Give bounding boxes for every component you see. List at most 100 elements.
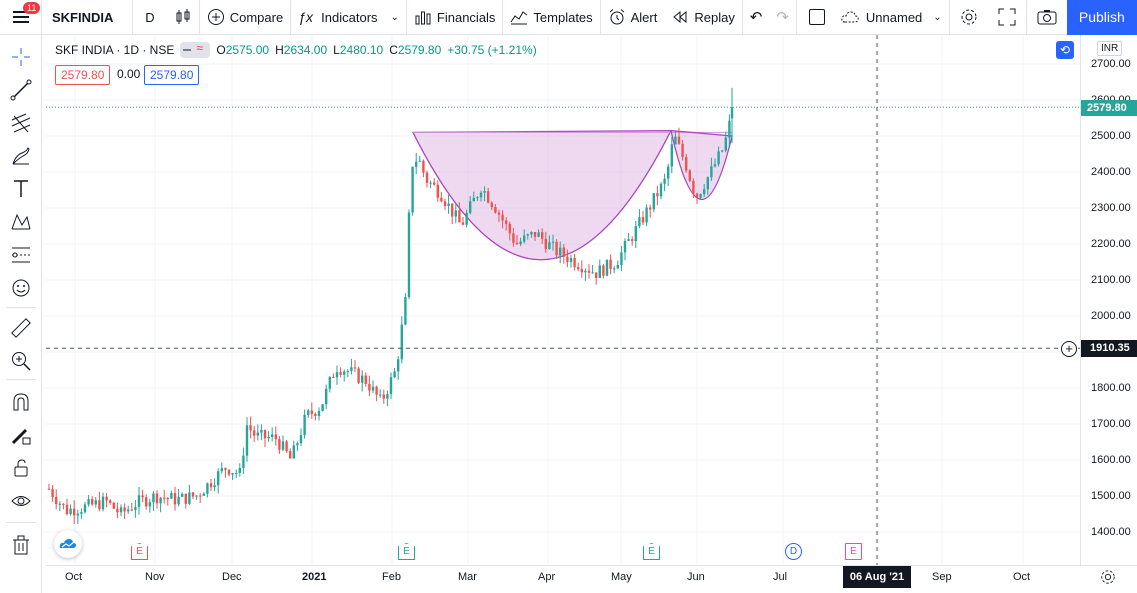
event-marker[interactable]: E	[643, 543, 660, 560]
compare-button[interactable]: Compare	[200, 0, 290, 35]
candle-body	[181, 493, 184, 497]
time-label: Nov	[145, 571, 165, 583]
financials-button[interactable]: Financials	[407, 0, 503, 35]
add-plus-button[interactable]: +	[1061, 341, 1077, 357]
event-marker[interactable]: D	[785, 543, 802, 560]
candle-body	[418, 160, 421, 162]
lock-icon[interactable]	[10, 457, 32, 479]
candle-body	[551, 241, 555, 243]
time-label: Oct	[65, 571, 83, 583]
pattern-tool-icon[interactable]	[10, 211, 32, 233]
text-tool-icon[interactable]	[10, 178, 32, 200]
currency-label[interactable]: INR	[1097, 41, 1123, 56]
publish-button[interactable]: Publish	[1066, 0, 1137, 35]
trend-line-icon[interactable]	[10, 79, 32, 101]
time-axis[interactable]: Oct Nov Dec 2021 Feb Mar Apr May Jun Jul Sep Oct 06…	[46, 565, 1137, 593]
prediction-tool-icon[interactable]	[10, 244, 32, 266]
candle-body	[706, 177, 709, 190]
redo-button[interactable]: ↷	[769, 0, 796, 35]
candle-body	[73, 508, 76, 516]
candlestick-chart[interactable]	[46, 35, 1080, 565]
candle-body	[541, 232, 544, 239]
candle-body	[613, 268, 616, 270]
candle-body	[508, 223, 511, 234]
candle-body	[512, 233, 515, 243]
event-marker[interactable]: E	[131, 543, 148, 560]
plus-circle-icon	[207, 9, 224, 25]
candle-body	[730, 107, 734, 119]
price-scale[interactable]: INR 2700.002600.002500.002400.002300.002…	[1080, 35, 1137, 565]
open-value: O2575.00	[216, 43, 270, 57]
snapshot-button[interactable]	[1027, 0, 1067, 35]
candle-body	[87, 499, 90, 505]
templates-button[interactable]: Templates	[503, 0, 599, 35]
candle-body	[83, 504, 87, 513]
lock-drawing-pencil-icon[interactable]	[10, 424, 32, 446]
buy-price-box[interactable]: 2579.80	[144, 65, 200, 85]
event-marker[interactable]: E	[845, 543, 862, 560]
candle-body	[130, 509, 133, 511]
candle-body	[555, 241, 558, 256]
legend-toggle[interactable]: ≈	[180, 41, 211, 58]
interval-button[interactable]: D	[145, 9, 155, 25]
notification-badge: 11	[23, 1, 41, 14]
candle-body	[69, 508, 72, 515]
candle-body	[685, 157, 688, 171]
candle-body	[505, 220, 508, 224]
time-label: Jul	[773, 571, 788, 583]
trash-icon[interactable]	[10, 534, 32, 556]
candle-body	[235, 472, 238, 474]
candle-body	[429, 182, 432, 184]
undo-button[interactable]: ↶	[743, 0, 770, 35]
symbol-search-button[interactable]: SKFINDIA	[51, 9, 114, 25]
crosshair-icon[interactable]	[10, 46, 32, 68]
zoom-in-icon[interactable]	[10, 350, 32, 372]
redo-icon: ↷	[776, 9, 789, 26]
candle-body	[213, 485, 216, 488]
ruler-icon[interactable]	[10, 317, 32, 339]
candle-body	[285, 441, 288, 452]
candle-body	[548, 242, 551, 249]
replay-label: Replay	[694, 9, 735, 25]
candle-body	[447, 203, 450, 207]
candle-body	[249, 425, 252, 431]
eye-icon[interactable]	[10, 490, 32, 512]
fx-icon: ƒx	[298, 9, 313, 25]
layout-name-button[interactable]: Unnamed ⌄	[832, 0, 949, 35]
candle-body	[433, 182, 436, 185]
price-tick: 2500.00	[1091, 130, 1131, 142]
fullscreen-button[interactable]	[988, 0, 1026, 35]
event-marker[interactable]: E	[398, 543, 415, 560]
indicators-button[interactable]: ƒx Indicators ⌄	[291, 0, 406, 35]
candle-body	[638, 217, 641, 227]
candle-body	[634, 226, 637, 242]
candle-body	[670, 144, 673, 167]
candle-body	[382, 394, 385, 399]
chart-style-button[interactable]	[167, 0, 199, 35]
close-value: C2579.80	[389, 43, 442, 57]
axis-settings-button[interactable]	[1100, 569, 1118, 587]
layout-select-button[interactable]	[797, 0, 832, 35]
legend-title[interactable]: SKF INDIA · 1D · NSE	[55, 43, 175, 57]
smiley-icon[interactable]	[10, 277, 32, 299]
sell-price-box[interactable]: 2579.80	[55, 65, 111, 85]
tradingview-logo[interactable]	[54, 530, 82, 558]
candle-body	[267, 436, 270, 439]
candle-body	[166, 498, 169, 500]
brush-icon[interactable]	[10, 145, 32, 167]
alert-button[interactable]: Alert	[601, 0, 665, 35]
candle-body	[393, 371, 396, 378]
settings-button[interactable]	[950, 0, 988, 35]
fib-tool-icon[interactable]	[10, 112, 32, 134]
candle-body	[710, 166, 713, 178]
candle-body	[663, 178, 666, 184]
candle-body	[364, 375, 367, 384]
magnet-icon[interactable]	[10, 391, 32, 413]
main-menu-button[interactable]: 11	[0, 0, 41, 35]
candle-body	[591, 272, 594, 274]
sync-button[interactable]: ⟲	[1056, 41, 1074, 59]
candle-body	[400, 324, 403, 360]
candle-body	[566, 256, 569, 263]
replay-button[interactable]: Replay	[664, 0, 741, 35]
candle-body	[649, 207, 652, 210]
